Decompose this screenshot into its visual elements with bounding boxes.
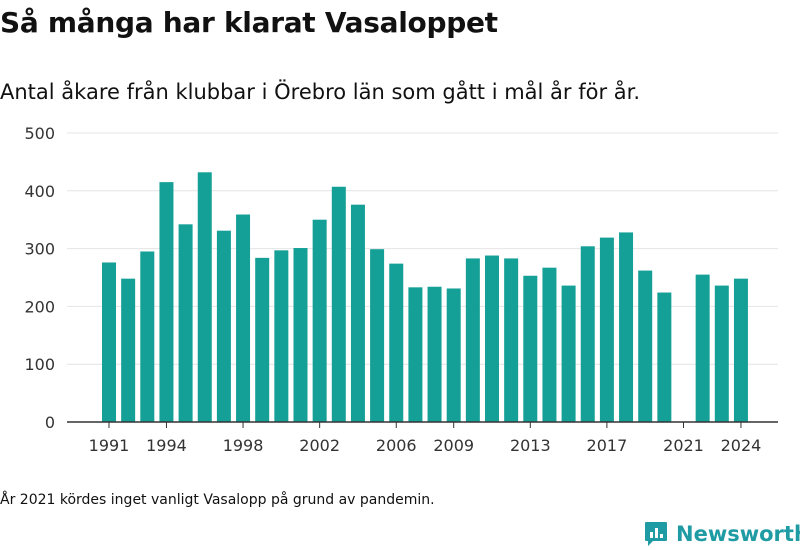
- bar: [695, 274, 710, 422]
- bar: [427, 286, 442, 422]
- bar: [274, 250, 289, 422]
- y-tick-label: 400: [24, 182, 55, 201]
- bar: [159, 182, 174, 422]
- bar: [485, 255, 499, 422]
- y-tick-label: 500: [24, 124, 55, 143]
- bar: [370, 249, 385, 422]
- x-tick-label: 2006: [376, 436, 417, 455]
- bar: [293, 248, 308, 422]
- bar: [580, 246, 595, 422]
- y-tick-label: 300: [24, 240, 55, 259]
- y-tick-label: 200: [24, 297, 55, 316]
- bar: [619, 232, 634, 422]
- bar: [542, 267, 557, 422]
- x-tick-label: 1991: [89, 436, 130, 455]
- bar: [408, 287, 423, 422]
- chart-subtitle: Antal åkare från klubbar i Örebro län so…: [0, 80, 641, 104]
- bar: [121, 278, 136, 422]
- footnote: År 2021 kördes inget vanligt Vasalopp på…: [0, 492, 435, 508]
- bar: [102, 262, 116, 422]
- bar: [465, 258, 480, 422]
- bar: [312, 219, 327, 422]
- bar: [216, 230, 231, 422]
- bar-chart: 0 100 200 300 400 500 1991 1994 1998 2002 2006 2009…: [24, 124, 778, 455]
- bar: [236, 214, 251, 422]
- x-tick-label: 2002: [299, 436, 340, 455]
- bar: [178, 224, 193, 422]
- chart-title: Så många har klarat Vasaloppet: [0, 6, 498, 39]
- bar: [523, 275, 538, 422]
- bar: [561, 285, 576, 422]
- bar: [331, 186, 346, 422]
- brand-footer: Newsworthy: [644, 518, 800, 550]
- bar: [599, 237, 614, 422]
- bar: [350, 204, 365, 422]
- bar: [255, 257, 270, 422]
- bar: [657, 292, 672, 422]
- bar: [446, 288, 461, 422]
- x-tick-label: 2017: [587, 436, 628, 455]
- bar: [389, 263, 404, 422]
- x-tick-label: 2013: [510, 436, 551, 455]
- x-tick-label: 2021: [663, 436, 704, 455]
- bar: [638, 270, 653, 422]
- y-tick-label: 100: [24, 355, 55, 374]
- x-tick-label: 2009: [433, 436, 474, 455]
- bar: [140, 251, 155, 422]
- x-tick-label: 1998: [223, 436, 264, 455]
- brand-name: Newsworthy: [676, 522, 800, 546]
- y-tick-label: 0: [45, 413, 55, 432]
- x-tick-label: 2024: [721, 436, 762, 455]
- bar: [714, 285, 729, 422]
- newsworthy-logo-icon: [645, 522, 667, 546]
- bar: [733, 278, 748, 422]
- bar: [504, 258, 519, 422]
- x-tick-label: 1994: [146, 436, 187, 455]
- bar: [197, 172, 212, 422]
